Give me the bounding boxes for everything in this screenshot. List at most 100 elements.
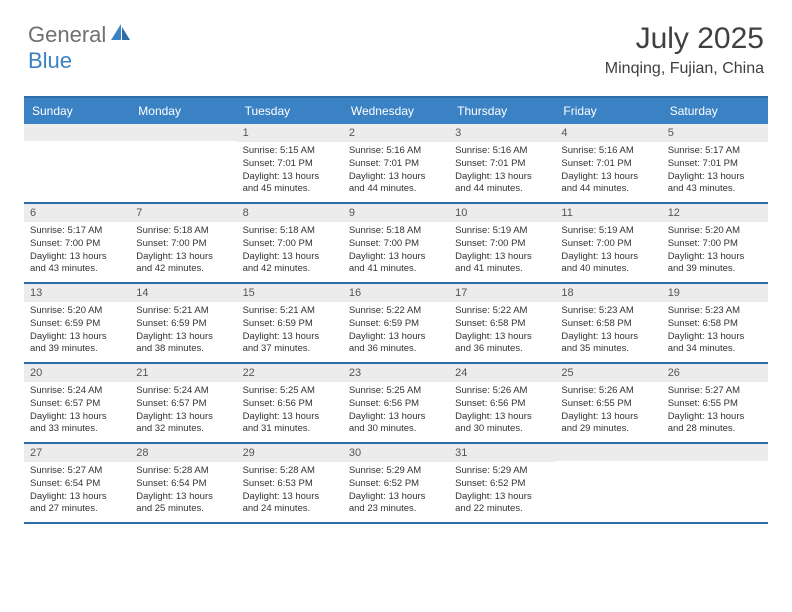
day-number: 28 [130,444,236,462]
location-label: Minqing, Fujian, China [605,60,764,78]
day-cell: 4Sunrise: 5:16 AMSunset: 7:01 PMDaylight… [555,124,661,202]
day-cell: 19Sunrise: 5:23 AMSunset: 6:58 PMDayligh… [662,284,768,362]
day-cell: 21Sunrise: 5:24 AMSunset: 6:57 PMDayligh… [130,364,236,442]
day-number: 6 [24,204,130,222]
day-number: 9 [343,204,449,222]
day-number: 15 [237,284,343,302]
day-number: 18 [555,284,661,302]
day-number: 7 [130,204,236,222]
day-body: Sunrise: 5:15 AMSunset: 7:01 PMDaylight:… [237,142,343,200]
day-cell: 27Sunrise: 5:27 AMSunset: 6:54 PMDayligh… [24,444,130,522]
day-body: Sunrise: 5:26 AMSunset: 6:56 PMDaylight:… [449,382,555,440]
day-body: Sunrise: 5:18 AMSunset: 7:00 PMDaylight:… [130,222,236,280]
day-cell: 1Sunrise: 5:15 AMSunset: 7:01 PMDaylight… [237,124,343,202]
day-body: Sunrise: 5:18 AMSunset: 7:00 PMDaylight:… [343,222,449,280]
day-number: 20 [24,364,130,382]
day-number: 24 [449,364,555,382]
day-cell: 29Sunrise: 5:28 AMSunset: 6:53 PMDayligh… [237,444,343,522]
day-number: 3 [449,124,555,142]
day-body: Sunrise: 5:23 AMSunset: 6:58 PMDaylight:… [662,302,768,360]
day-body: Sunrise: 5:21 AMSunset: 6:59 PMDaylight:… [237,302,343,360]
day-number: 5 [662,124,768,142]
day-body: Sunrise: 5:23 AMSunset: 6:58 PMDaylight:… [555,302,661,360]
day-cell: 17Sunrise: 5:22 AMSunset: 6:58 PMDayligh… [449,284,555,362]
day-cell: 8Sunrise: 5:18 AMSunset: 7:00 PMDaylight… [237,204,343,282]
header: General July 2025 Minqing, Fujian, China [0,0,792,88]
calendar: SundayMondayTuesdayWednesdayThursdayFrid… [24,96,768,524]
day-cell: 6Sunrise: 5:17 AMSunset: 7:00 PMDaylight… [24,204,130,282]
day-body: Sunrise: 5:29 AMSunset: 6:52 PMDaylight:… [343,462,449,520]
day-body: Sunrise: 5:17 AMSunset: 7:01 PMDaylight:… [662,142,768,200]
day-body: Sunrise: 5:22 AMSunset: 6:59 PMDaylight:… [343,302,449,360]
day-number [130,124,236,141]
logo-text-general: General [28,22,106,48]
day-number: 2 [343,124,449,142]
day-body: Sunrise: 5:22 AMSunset: 6:58 PMDaylight:… [449,302,555,360]
week-row: 13Sunrise: 5:20 AMSunset: 6:59 PMDayligh… [24,284,768,364]
day-number: 22 [237,364,343,382]
day-cell [24,124,130,202]
day-body: Sunrise: 5:24 AMSunset: 6:57 PMDaylight:… [130,382,236,440]
logo-text-blue: Blue [28,48,72,73]
day-cell: 11Sunrise: 5:19 AMSunset: 7:00 PMDayligh… [555,204,661,282]
month-title: July 2025 [605,22,764,56]
day-header-cell: Wednesday [343,98,449,124]
week-row: 27Sunrise: 5:27 AMSunset: 6:54 PMDayligh… [24,444,768,524]
day-cell: 15Sunrise: 5:21 AMSunset: 6:59 PMDayligh… [237,284,343,362]
day-cell: 26Sunrise: 5:27 AMSunset: 6:55 PMDayligh… [662,364,768,442]
day-cell: 18Sunrise: 5:23 AMSunset: 6:58 PMDayligh… [555,284,661,362]
day-body: Sunrise: 5:27 AMSunset: 6:55 PMDaylight:… [662,382,768,440]
day-number: 14 [130,284,236,302]
day-header-row: SundayMondayTuesdayWednesdayThursdayFrid… [24,98,768,124]
day-body: Sunrise: 5:20 AMSunset: 7:00 PMDaylight:… [662,222,768,280]
day-number: 17 [449,284,555,302]
day-cell [555,444,661,522]
day-body: Sunrise: 5:28 AMSunset: 6:54 PMDaylight:… [130,462,236,520]
day-cell [130,124,236,202]
day-cell: 22Sunrise: 5:25 AMSunset: 6:56 PMDayligh… [237,364,343,442]
logo: General [28,22,134,48]
day-cell: 9Sunrise: 5:18 AMSunset: 7:00 PMDaylight… [343,204,449,282]
day-number: 13 [24,284,130,302]
day-body: Sunrise: 5:16 AMSunset: 7:01 PMDaylight:… [449,142,555,200]
day-number: 11 [555,204,661,222]
day-body: Sunrise: 5:24 AMSunset: 6:57 PMDaylight:… [24,382,130,440]
day-number: 8 [237,204,343,222]
day-number: 31 [449,444,555,462]
week-row: 20Sunrise: 5:24 AMSunset: 6:57 PMDayligh… [24,364,768,444]
day-number: 26 [662,364,768,382]
day-body: Sunrise: 5:18 AMSunset: 7:00 PMDaylight:… [237,222,343,280]
day-number: 12 [662,204,768,222]
day-cell: 23Sunrise: 5:25 AMSunset: 6:56 PMDayligh… [343,364,449,442]
week-row: 1Sunrise: 5:15 AMSunset: 7:01 PMDaylight… [24,124,768,204]
day-body: Sunrise: 5:16 AMSunset: 7:01 PMDaylight:… [343,142,449,200]
day-body: Sunrise: 5:27 AMSunset: 6:54 PMDaylight:… [24,462,130,520]
day-cell: 24Sunrise: 5:26 AMSunset: 6:56 PMDayligh… [449,364,555,442]
day-header-cell: Monday [130,98,236,124]
day-header-cell: Tuesday [237,98,343,124]
day-header-cell: Friday [555,98,661,124]
day-header-cell: Thursday [449,98,555,124]
day-cell: 7Sunrise: 5:18 AMSunset: 7:00 PMDaylight… [130,204,236,282]
day-cell: 20Sunrise: 5:24 AMSunset: 6:57 PMDayligh… [24,364,130,442]
day-cell: 28Sunrise: 5:28 AMSunset: 6:54 PMDayligh… [130,444,236,522]
day-number: 29 [237,444,343,462]
day-body: Sunrise: 5:25 AMSunset: 6:56 PMDaylight:… [237,382,343,440]
week-row: 6Sunrise: 5:17 AMSunset: 7:00 PMDaylight… [24,204,768,284]
day-cell: 3Sunrise: 5:16 AMSunset: 7:01 PMDaylight… [449,124,555,202]
day-cell: 5Sunrise: 5:17 AMSunset: 7:01 PMDaylight… [662,124,768,202]
day-cell: 25Sunrise: 5:26 AMSunset: 6:55 PMDayligh… [555,364,661,442]
day-body: Sunrise: 5:26 AMSunset: 6:55 PMDaylight:… [555,382,661,440]
day-number: 21 [130,364,236,382]
day-number: 23 [343,364,449,382]
title-area: July 2025 Minqing, Fujian, China [605,22,764,78]
day-number: 1 [237,124,343,142]
day-cell: 2Sunrise: 5:16 AMSunset: 7:01 PMDaylight… [343,124,449,202]
day-cell: 13Sunrise: 5:20 AMSunset: 6:59 PMDayligh… [24,284,130,362]
day-number: 10 [449,204,555,222]
day-body: Sunrise: 5:20 AMSunset: 6:59 PMDaylight:… [24,302,130,360]
day-number [24,124,130,141]
day-body: Sunrise: 5:21 AMSunset: 6:59 PMDaylight:… [130,302,236,360]
day-header-cell: Sunday [24,98,130,124]
day-cell: 30Sunrise: 5:29 AMSunset: 6:52 PMDayligh… [343,444,449,522]
